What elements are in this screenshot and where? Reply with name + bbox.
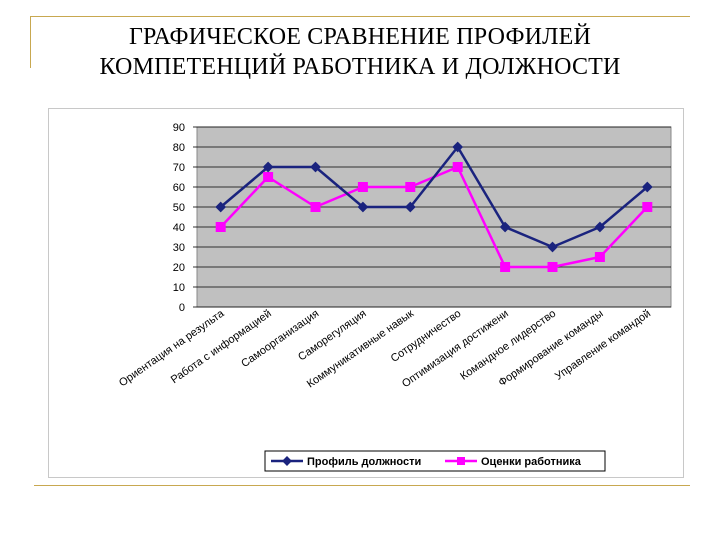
title-line-2: КОМПЕТЕНЦИЙ РАБОТНИКА И ДОЛЖНОСТИ (99, 54, 621, 80)
data-point-square (642, 202, 653, 212)
y-tick-label: 40 (173, 222, 185, 234)
gridlines (197, 126, 671, 308)
data-point-square (357, 182, 368, 192)
y-axis-ticks: 0 10 20 30 40 50 60 70 80 90 (173, 122, 197, 314)
series-lines (219, 145, 649, 269)
chart-legend: Профиль должности Оценки работника (264, 450, 606, 472)
legend-box (264, 450, 606, 472)
y-tick-label: 50 (173, 202, 185, 214)
legend-marker-2 (457, 457, 465, 465)
title-line-1: ГРАФИЧЕСКОЕ СРАВНЕНИЕ ПРОФИЛЕЙ (128, 24, 592, 50)
y-tick-label: 70 (173, 162, 185, 174)
legend-label-2: Оценки работника (481, 456, 582, 468)
data-point-diamond (547, 241, 558, 253)
data-point-square (500, 262, 511, 272)
slide-left-rule (30, 16, 31, 68)
data-point-square (452, 162, 463, 172)
data-point-diamond (404, 201, 416, 213)
plot-area (196, 126, 672, 308)
legend-label-1: Профиль должности (307, 456, 421, 468)
data-point-diamond (452, 141, 464, 153)
data-point-diamond (499, 221, 511, 233)
y-tick-label: 20 (173, 262, 185, 274)
y-tick-label: 80 (173, 142, 185, 154)
slide-title: ГРАФИЧЕСКОЕ СРАВНЕНИЕ ПРОФИЛЕЙ КОМПЕТЕНЦ… (40, 22, 680, 82)
data-point-square (547, 262, 558, 272)
data-point-square (215, 222, 226, 232)
y-tick-label: 30 (173, 242, 185, 254)
slide-top-rule (30, 16, 690, 17)
series-markers (215, 141, 653, 272)
line-chart: 0 10 20 30 40 50 60 70 80 90 Ориентация на резуль… (117, 122, 672, 472)
data-point-square (405, 182, 416, 192)
data-point-diamond (594, 221, 606, 233)
y-tick-label: 0 (179, 302, 185, 314)
y-tick-label: 60 (173, 182, 185, 194)
slide-bottom-rule (34, 485, 690, 486)
data-point-square (594, 252, 605, 262)
data-point-square (263, 172, 274, 182)
chart-frame: 0 10 20 30 40 50 60 70 80 90 Ориентация на резуль… (48, 108, 684, 478)
series-line-1 (219, 145, 649, 249)
data-point-square (310, 202, 321, 212)
y-tick-label: 90 (173, 122, 185, 134)
data-point-diamond (357, 201, 369, 213)
y-tick-label: 10 (173, 282, 185, 294)
x-tick-label: Самоорганизация (239, 308, 321, 370)
